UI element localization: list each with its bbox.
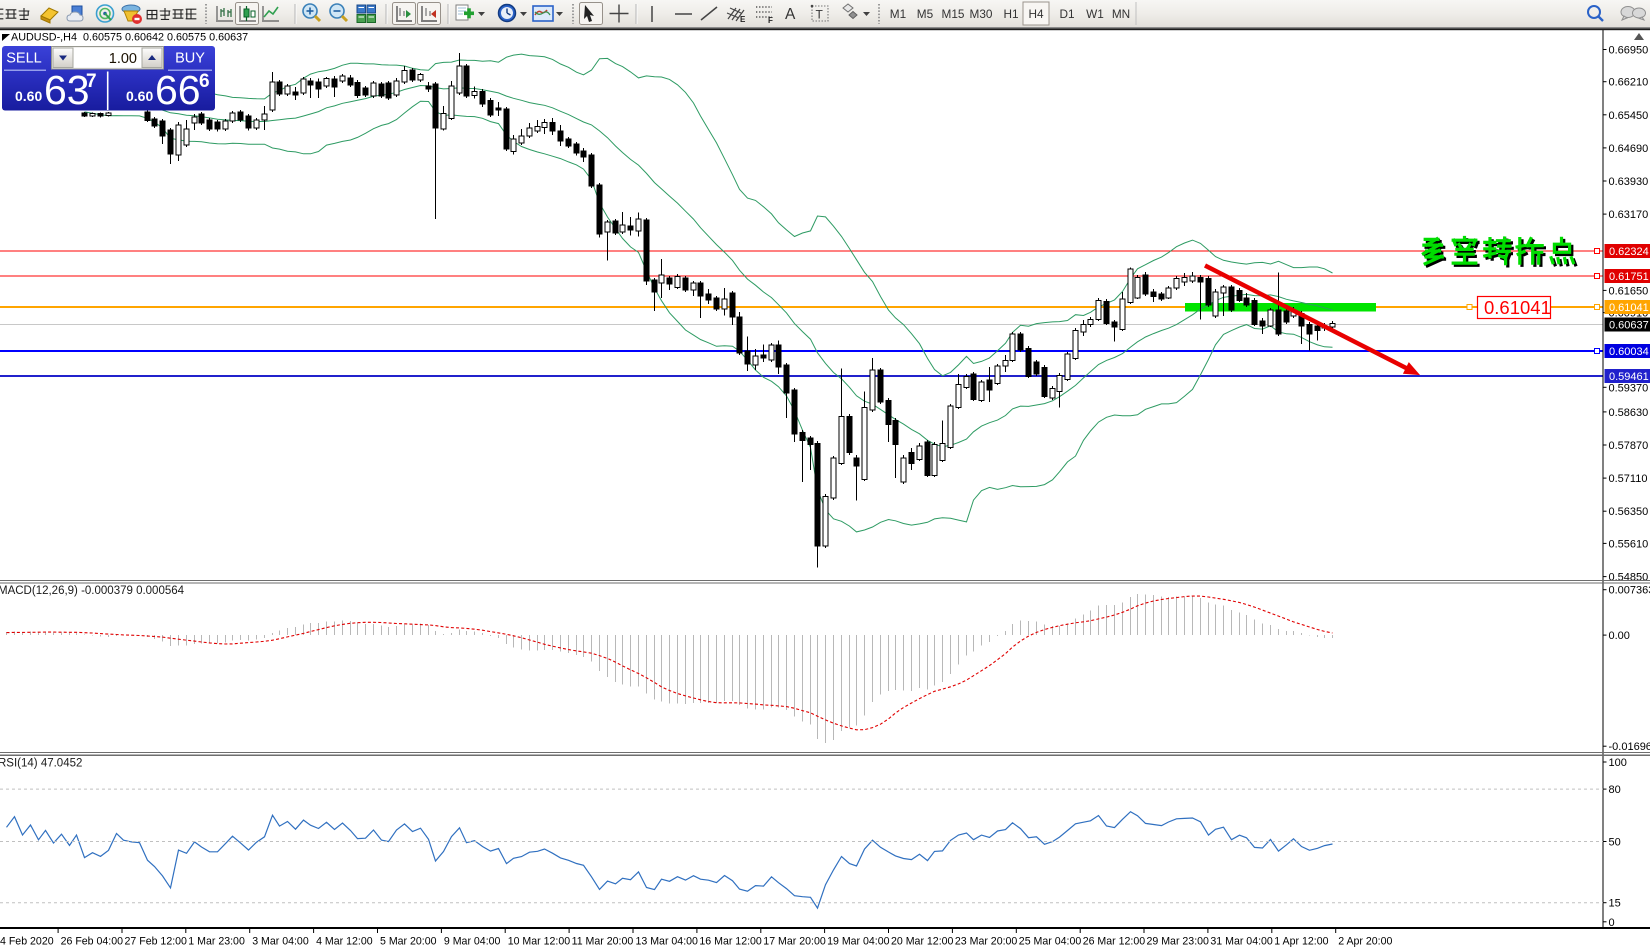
svg-text:M15: M15 bbox=[942, 7, 965, 21]
svg-text:100: 100 bbox=[1609, 757, 1627, 769]
svg-text:F: F bbox=[768, 16, 773, 25]
svg-text:0.59370: 0.59370 bbox=[1609, 382, 1649, 394]
svg-text:10 Mar 12:00: 10 Mar 12:00 bbox=[508, 936, 571, 948]
svg-text:19 Mar 04:00: 19 Mar 04:00 bbox=[827, 936, 890, 948]
svg-text:0.63930: 0.63930 bbox=[1609, 176, 1649, 188]
svg-text:0.57110: 0.57110 bbox=[1609, 473, 1648, 485]
svg-text:0.59461: 0.59461 bbox=[1609, 371, 1649, 383]
svg-text:13 Mar 04:00: 13 Mar 04:00 bbox=[636, 936, 699, 948]
svg-text:E: E bbox=[740, 15, 746, 24]
svg-text:T: T bbox=[816, 8, 824, 22]
svg-text:20 Mar 12:00: 20 Mar 12:00 bbox=[891, 936, 954, 948]
svg-text:4 Feb 2020: 4 Feb 2020 bbox=[0, 936, 54, 948]
svg-text:0: 0 bbox=[1609, 917, 1615, 929]
svg-text:0.00: 0.00 bbox=[1609, 630, 1630, 642]
svg-text:15: 15 bbox=[1609, 898, 1621, 910]
svg-text:RSI(14) 47.0452: RSI(14) 47.0452 bbox=[0, 758, 82, 770]
svg-text:SELL: SELL bbox=[6, 51, 41, 67]
svg-text:0.60: 0.60 bbox=[126, 88, 153, 104]
svg-text:29 Mar 23:00: 29 Mar 23:00 bbox=[1147, 936, 1210, 948]
svg-text:27 Feb 12:00: 27 Feb 12:00 bbox=[125, 936, 188, 948]
svg-text:1 Apr 12:00: 1 Apr 12:00 bbox=[1274, 936, 1328, 948]
svg-text:0.60637: 0.60637 bbox=[1609, 320, 1649, 332]
svg-text:5 Mar 20:00: 5 Mar 20:00 bbox=[380, 936, 437, 948]
svg-text:1.00: 1.00 bbox=[109, 51, 137, 67]
svg-text:17 Mar 20:00: 17 Mar 20:00 bbox=[763, 936, 826, 948]
svg-text:M1: M1 bbox=[890, 7, 906, 21]
svg-text:MACD(12,26,9) -0.000379 0.0005: MACD(12,26,9) -0.000379 0.000564 bbox=[0, 585, 185, 597]
svg-text:2 Apr 20:00: 2 Apr 20:00 bbox=[1338, 936, 1392, 948]
svg-text:4 Mar 12:00: 4 Mar 12:00 bbox=[316, 936, 373, 948]
svg-text:0.56350: 0.56350 bbox=[1609, 506, 1649, 518]
svg-text:BUY: BUY bbox=[175, 51, 205, 67]
svg-text:25 Mar 04:00: 25 Mar 04:00 bbox=[1019, 936, 1082, 948]
svg-text:7: 7 bbox=[86, 71, 97, 92]
svg-text:W1: W1 bbox=[1086, 7, 1104, 21]
svg-text:0.61041: 0.61041 bbox=[1609, 302, 1649, 314]
svg-text:0.61751: 0.61751 bbox=[1609, 271, 1649, 283]
svg-text:0.61650: 0.61650 bbox=[1609, 285, 1649, 297]
svg-text:6: 6 bbox=[199, 71, 210, 92]
svg-text:A: A bbox=[785, 6, 796, 23]
svg-text:-0.01696: -0.01696 bbox=[1609, 741, 1650, 753]
svg-text:0.64690: 0.64690 bbox=[1609, 143, 1649, 155]
svg-text:0.66950: 0.66950 bbox=[1609, 45, 1649, 57]
svg-text:16 Mar 12:00: 16 Mar 12:00 bbox=[699, 936, 762, 948]
svg-text:80: 80 bbox=[1609, 784, 1621, 796]
svg-text:H1: H1 bbox=[1003, 7, 1018, 21]
svg-text:23 Mar 20:00: 23 Mar 20:00 bbox=[955, 936, 1018, 948]
svg-text:0.60034: 0.60034 bbox=[1609, 346, 1649, 358]
svg-text:11 Mar 20:00: 11 Mar 20:00 bbox=[572, 936, 634, 948]
svg-text:0.61041: 0.61041 bbox=[1484, 297, 1551, 318]
svg-text:0.60: 0.60 bbox=[15, 88, 42, 104]
svg-text:31 Mar 04:00: 31 Mar 04:00 bbox=[1210, 936, 1273, 948]
svg-text:26 Mar 12:00: 26 Mar 12:00 bbox=[1083, 936, 1146, 948]
svg-text:M30: M30 bbox=[970, 7, 993, 21]
svg-text:0.54850: 0.54850 bbox=[1609, 572, 1649, 584]
svg-text:0.58630: 0.58630 bbox=[1609, 407, 1649, 419]
svg-text:MN: MN bbox=[1112, 7, 1130, 21]
svg-text:0.007363: 0.007363 bbox=[1609, 585, 1650, 597]
svg-text:66: 66 bbox=[155, 67, 201, 113]
svg-text:0.66210: 0.66210 bbox=[1609, 77, 1649, 89]
svg-text:9 Mar 04:00: 9 Mar 04:00 bbox=[444, 936, 501, 948]
svg-text:M5: M5 bbox=[917, 7, 934, 21]
svg-text:26 Feb 04:00: 26 Feb 04:00 bbox=[61, 936, 124, 948]
svg-text:0.63170: 0.63170 bbox=[1609, 209, 1649, 221]
svg-text:H4: H4 bbox=[1028, 7, 1044, 21]
svg-text:0.55610: 0.55610 bbox=[1609, 538, 1649, 550]
svg-text:0.62324: 0.62324 bbox=[1609, 246, 1649, 258]
svg-text:3 Mar 04:00: 3 Mar 04:00 bbox=[252, 936, 309, 948]
svg-text:0.57870: 0.57870 bbox=[1609, 440, 1649, 452]
svg-text:D1: D1 bbox=[1059, 7, 1074, 21]
svg-text:1 Mar 23:00: 1 Mar 23:00 bbox=[188, 936, 245, 948]
svg-text:50: 50 bbox=[1609, 837, 1621, 849]
svg-text:63: 63 bbox=[44, 67, 90, 113]
svg-text:0.65450: 0.65450 bbox=[1609, 110, 1649, 122]
svg-text:AUDUSD-,H4 0.60575 0.60642 0.: AUDUSD-,H4 0.60575 0.60642 0.60575 0.606… bbox=[11, 32, 248, 44]
